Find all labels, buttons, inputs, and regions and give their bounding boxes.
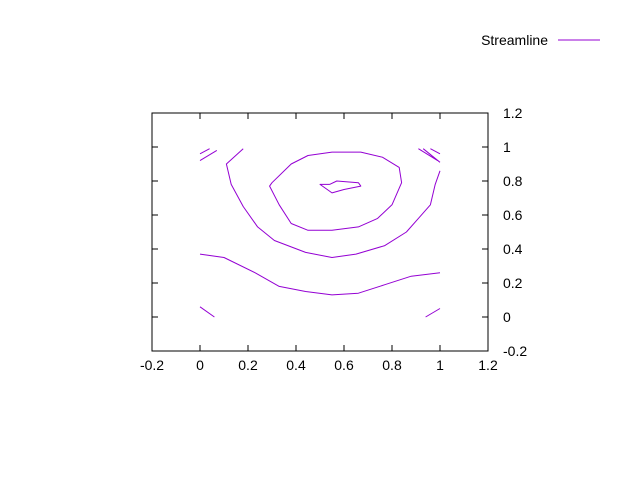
- x-tick-label: 0.2: [238, 357, 258, 373]
- y-tick-label: 1: [503, 139, 511, 155]
- streamline-segment: [418, 148, 438, 162]
- y-axis: -0.2 0 0.2 0.4 0.6 0.8 1 1.2: [152, 105, 527, 359]
- y-tick-label: 0: [503, 309, 511, 325]
- legend: Streamline: [481, 32, 600, 48]
- streamline-segment: [199, 306, 215, 318]
- y-tick-label: 0.8: [503, 173, 523, 189]
- x-tick-label: 1: [436, 357, 444, 373]
- y-tick-label: 0.2: [503, 275, 523, 291]
- streamline-segment: [430, 148, 441, 155]
- legend-label: Streamline: [481, 32, 548, 48]
- x-tick-label: 0.6: [334, 357, 354, 373]
- plot-border: [151, 112, 489, 352]
- x-tick-label: -0.2: [140, 357, 164, 373]
- streamline-segment: [199, 148, 210, 155]
- streamline-segment: [199, 149, 218, 162]
- x-tick-label: 1.2: [478, 357, 498, 373]
- y-tick-label: 1.2: [503, 105, 523, 121]
- y-tick-label: 0.6: [503, 207, 523, 223]
- streamline-segment: [269, 151, 403, 231]
- streamline-segment: [225, 148, 441, 258]
- plot-frame: [151, 112, 489, 352]
- y-tick-label: 0.4: [503, 241, 523, 257]
- x-axis: -0.2 0 0.2 0.4 0.6 0.8 1 1.2: [140, 113, 498, 373]
- streamline-segment: [319, 180, 362, 194]
- series-layer: [199, 148, 441, 318]
- streamline-segment: [425, 308, 441, 318]
- x-tick-label: 0.8: [382, 357, 402, 373]
- streamline-segment: [199, 253, 441, 296]
- x-tick-label: 0: [196, 357, 204, 373]
- y-tick-label: -0.2: [503, 343, 527, 359]
- x-tick-label: 0.4: [286, 357, 306, 373]
